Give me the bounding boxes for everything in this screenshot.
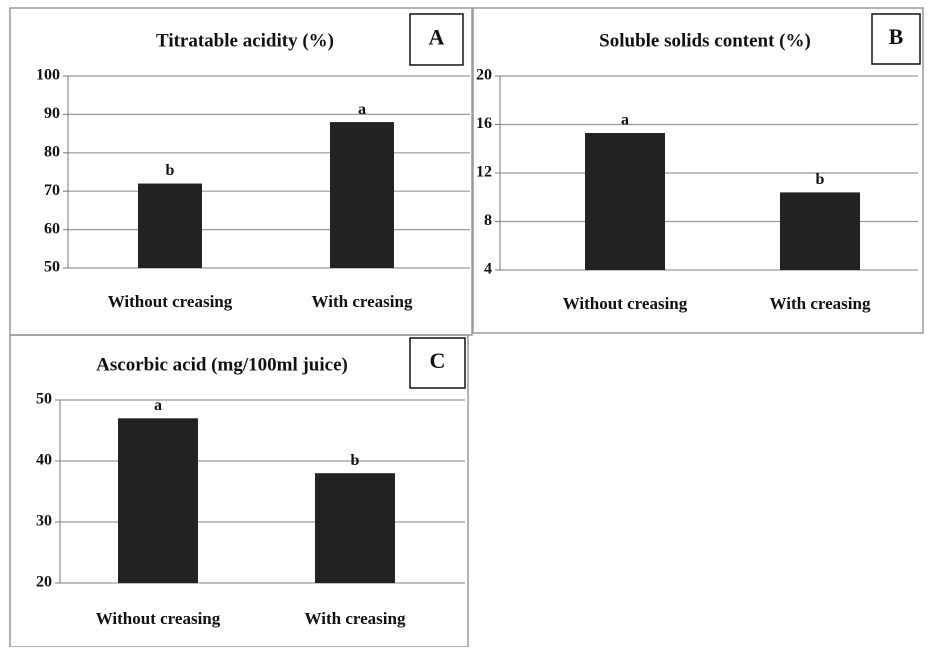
y-tick-label: 4 (484, 261, 492, 278)
y-tick-label: 12 (476, 164, 492, 181)
y-tick-label: 50 (44, 259, 60, 276)
bar (315, 473, 395, 583)
panel-border (9, 334, 469, 648)
chart-title: Titratable acidity (%) (156, 30, 334, 51)
y-tick-label: 20 (476, 67, 492, 84)
panel-label: C (430, 348, 446, 373)
x-tick-label: With creasing (312, 292, 413, 311)
x-tick-label: With creasing (770, 294, 871, 313)
significance-letter: b (816, 171, 825, 188)
y-tick-label: 30 (36, 513, 52, 530)
panel-border (9, 7, 473, 336)
panel-label-box (409, 13, 464, 66)
significance-letter: b (166, 162, 175, 179)
y-tick-label: 16 (476, 115, 492, 132)
y-tick-label: 80 (44, 143, 60, 160)
y-tick-label: 8 (484, 212, 492, 229)
y-tick-label: 50 (36, 391, 52, 408)
bar (138, 183, 202, 268)
bar (780, 192, 860, 270)
y-tick-label: 60 (44, 220, 60, 237)
y-tick-label: 40 (36, 452, 52, 469)
y-tick-label: 70 (44, 182, 60, 199)
panel-label: B (889, 24, 904, 49)
significance-letter: a (621, 112, 629, 129)
y-tick-label: 20 (36, 574, 52, 591)
chart-title: Soluble solids content (%) (599, 30, 811, 51)
chart-title: Ascorbic acid (mg/100ml juice) (96, 354, 348, 375)
bar (330, 122, 394, 268)
x-tick-label: Without creasing (108, 292, 233, 311)
x-tick-label: With creasing (305, 609, 406, 628)
y-tick-label: 100 (36, 67, 60, 84)
bar (585, 132, 665, 270)
significance-letter: b (351, 452, 360, 469)
panel-label: A (429, 25, 445, 50)
y-tick-label: 90 (44, 105, 60, 122)
panel-border (472, 7, 924, 334)
x-tick-label: Without creasing (96, 609, 221, 628)
bar (118, 418, 198, 583)
panel-label-box (409, 337, 466, 389)
significance-letter: a (358, 101, 366, 118)
panel-label-box (871, 13, 921, 65)
significance-letter: a (154, 397, 162, 414)
x-tick-label: Without creasing (563, 294, 688, 313)
